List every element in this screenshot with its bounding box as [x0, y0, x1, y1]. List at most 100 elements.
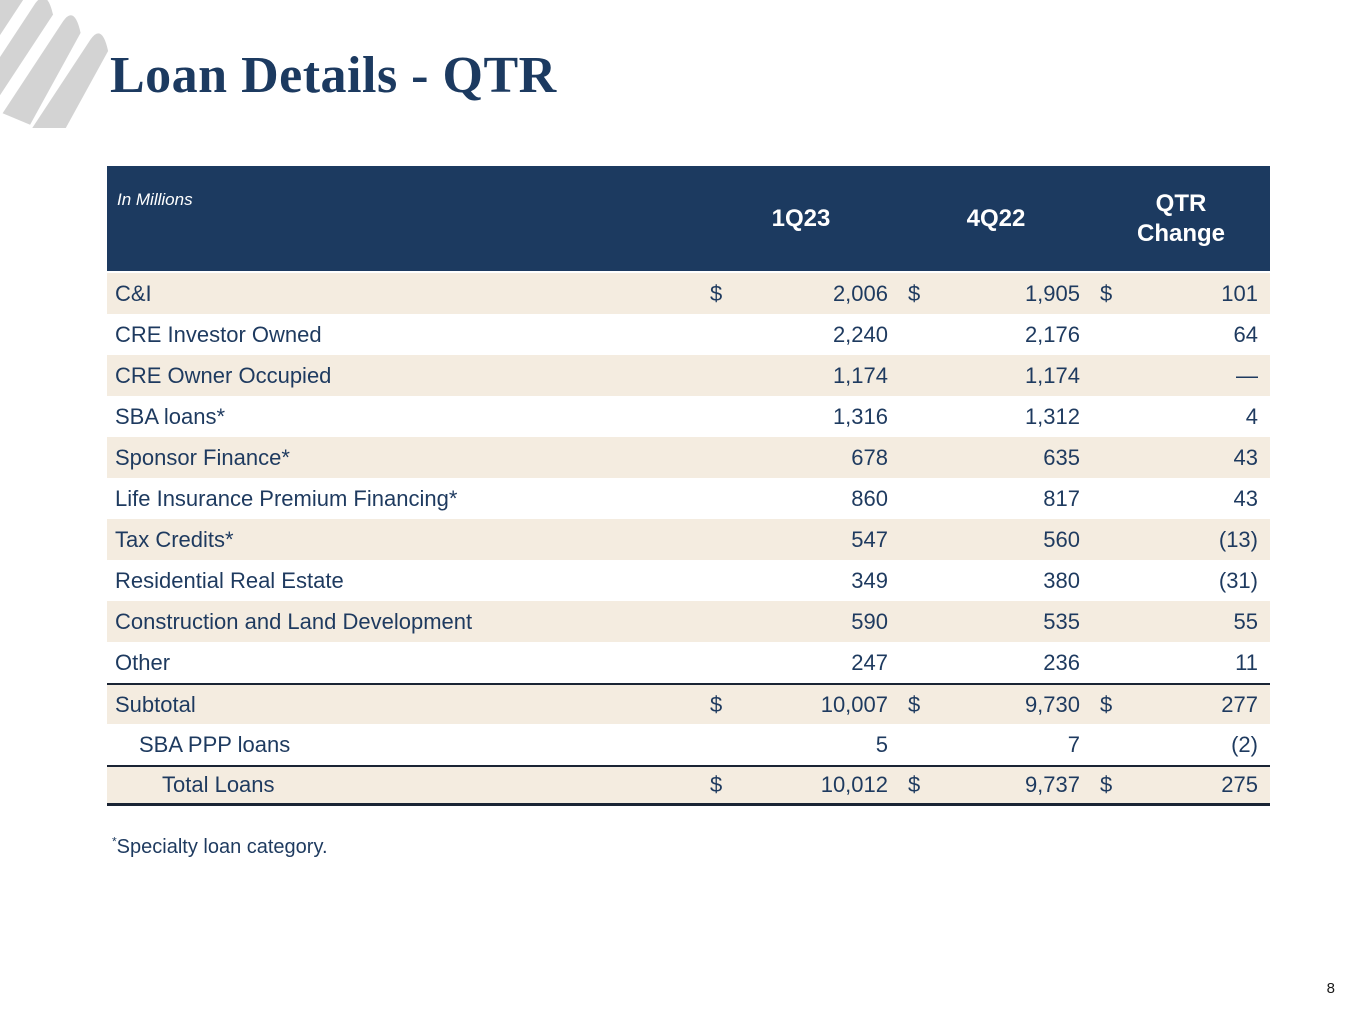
value: 9,737 [1024, 772, 1080, 797]
value-cell: $277 [1092, 692, 1270, 718]
row-label: Sponsor Finance* [115, 444, 290, 470]
slide-title: Loan Details - QTR [110, 47, 557, 104]
table-row: Life Insurance Premium Financing* 860 817 4… [107, 478, 1270, 519]
value: 590 [851, 608, 888, 634]
value: (13) [1218, 526, 1258, 552]
dollar-sign: $ [710, 772, 723, 797]
value: 2,240 [832, 321, 888, 347]
row-label: SBA loans* [115, 403, 226, 429]
value: 2,006 [832, 280, 888, 306]
value: 247 [851, 649, 888, 675]
value-cell: 535 [900, 609, 1092, 635]
row-label: Other [115, 649, 171, 675]
value-cell: 817 [900, 486, 1092, 512]
value-cell: — [1092, 363, 1270, 389]
value: 43 [1233, 444, 1258, 470]
value: 10,007 [820, 691, 888, 717]
value: 380 [1043, 567, 1080, 593]
column-header-label: 1Q23 [771, 204, 831, 232]
row-label: Residential Real Estate [115, 567, 344, 593]
value: 11 [1235, 649, 1258, 675]
row-label: CRE Owner Occupied [115, 362, 332, 388]
value-cell: 64 [1092, 322, 1270, 348]
unit-note: In Millions [117, 190, 193, 209]
row-label: Construction and Land Development [115, 608, 473, 634]
row-label: Tax Credits* [115, 526, 234, 552]
value-cell: 1,174 [702, 363, 900, 389]
value-cell: 860 [702, 486, 900, 512]
value: 1,174 [1024, 362, 1080, 388]
column-header-4q22: 4Q22 [900, 166, 1092, 271]
row-label: Life Insurance Premium Financing* [115, 485, 458, 511]
value-cell: 247 [702, 650, 900, 676]
table-row: CRE Owner Occupied 1,174 1,174 — [107, 355, 1270, 396]
value-cell: 43 [1092, 445, 1270, 471]
value-cell: 635 [900, 445, 1092, 471]
value-cell: 380 [900, 568, 1092, 594]
dollar-sign: $ [908, 691, 921, 717]
value-cell: 1,316 [702, 404, 900, 430]
value: 678 [851, 444, 888, 470]
value-cell: $275 [1092, 772, 1270, 798]
value: 101 [1221, 280, 1258, 306]
table-row: Construction and Land Development 590 535 5… [107, 601, 1270, 642]
column-header-label: QTR Change [1136, 189, 1225, 247]
value-cell: 4 [1092, 404, 1270, 430]
company-logo-icon [0, 0, 109, 128]
value-cell: $10,007 [702, 692, 900, 718]
value: 236 [1043, 649, 1080, 675]
table-row: Subtotal $10,007 $9,730 $277 [107, 683, 1270, 724]
value: 275 [1221, 772, 1258, 797]
value-cell: 7 [900, 732, 1092, 758]
dollar-sign: $ [908, 772, 921, 797]
value: 1,905 [1024, 280, 1080, 306]
value: 560 [1043, 526, 1080, 552]
footnote: *Specialty loan category. [112, 835, 328, 859]
value: 277 [1221, 691, 1258, 717]
column-header-label: 4Q22 [966, 204, 1026, 232]
dollar-sign: $ [1100, 691, 1113, 717]
table-row: CRE Investor Owned 2,240 2,176 64 [107, 314, 1270, 355]
value-cell: (13) [1092, 527, 1270, 553]
value-cell: 1,312 [900, 404, 1092, 430]
column-header-qtr-change: QTR Change [1092, 166, 1270, 271]
value: 4 [1245, 403, 1258, 429]
value-cell: 547 [702, 527, 900, 553]
table-row: SBA PPP loans 5 7 (2) [107, 724, 1270, 765]
row-label: CRE Investor Owned [115, 321, 322, 347]
row-label: Subtotal [115, 691, 196, 717]
table-row: Residential Real Estate 349 380 (31) [107, 560, 1270, 601]
value: 10,012 [820, 772, 888, 797]
loan-details-table: In Millions 1Q23 4Q22 QTR Change C&I $2,0… [107, 166, 1270, 806]
value: 64 [1233, 321, 1258, 347]
table-header: In Millions 1Q23 4Q22 QTR Change [107, 166, 1270, 271]
table-row: Tax Credits* 547 560 (13) [107, 519, 1270, 560]
row-label: C&I [115, 280, 152, 306]
footnote-text: Specialty loan category. [116, 836, 328, 858]
table-row: Other 247 236 11 [107, 642, 1270, 683]
value-cell: 2,176 [900, 322, 1092, 348]
table-row: Total Loans $10,012 $9,737 $275 [107, 765, 1270, 806]
value-cell: 236 [900, 650, 1092, 676]
value-cell: 2,240 [702, 322, 900, 348]
value-cell: 11 [1092, 650, 1270, 676]
value: 55 [1233, 608, 1258, 634]
value: — [1236, 362, 1258, 388]
dollar-sign: $ [908, 280, 921, 306]
value: 635 [1043, 444, 1080, 470]
value-cell: 678 [702, 445, 900, 471]
value-cell: $9,730 [900, 692, 1092, 718]
dollar-sign: $ [710, 280, 723, 306]
value: 5 [875, 731, 888, 757]
value: 349 [851, 567, 888, 593]
value-cell: $10,012 [702, 772, 900, 798]
table-row: Sponsor Finance* 678 635 43 [107, 437, 1270, 478]
value: 860 [851, 485, 888, 511]
value: 1,174 [832, 362, 888, 388]
value: 7 [1067, 731, 1080, 757]
column-header-1q23: 1Q23 [702, 166, 900, 271]
value: 535 [1043, 608, 1080, 634]
value-cell: (31) [1092, 568, 1270, 594]
value-cell: $1,905 [900, 281, 1092, 307]
